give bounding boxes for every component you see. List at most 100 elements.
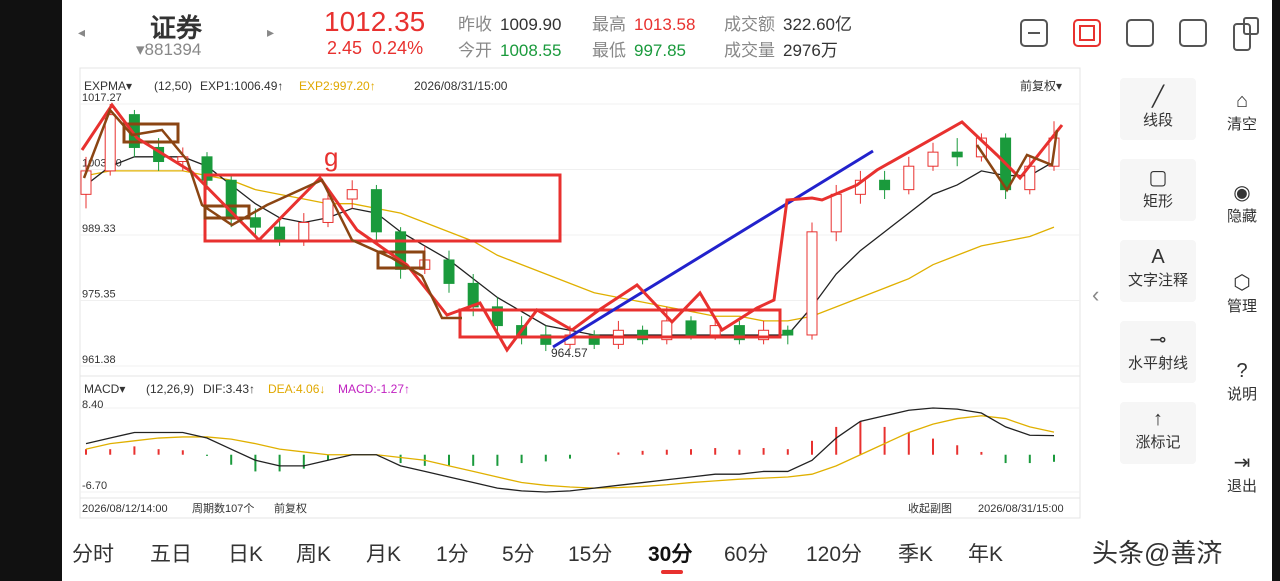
stat-value: 1008.55 xyxy=(500,41,562,60)
tab[interactable]: 120分 xyxy=(806,543,863,566)
annotation: g xyxy=(324,142,338,172)
stat-label: 昨收 xyxy=(458,15,492,34)
legend-exp1: EXP1:1006.49↑ xyxy=(200,79,283,93)
drawn-zigzag xyxy=(975,129,1059,193)
dea-line xyxy=(85,415,1055,489)
code: 881394 xyxy=(144,40,202,59)
prev-arrow[interactable]: ◂ xyxy=(78,24,86,40)
candle-body xyxy=(104,114,116,172)
tab[interactable]: 60分 xyxy=(724,543,769,566)
tab[interactable]: 五日 xyxy=(150,543,192,566)
candle-body xyxy=(830,193,842,233)
footer-count: 周期数107个 xyxy=(192,502,254,515)
macd-title: MACD xyxy=(84,382,120,396)
legend-dif: DIF:3.43↑ xyxy=(203,382,255,396)
plot: 1017.271003.30989.33975.35961.388.40-6.7… xyxy=(80,92,1080,493)
candle-body xyxy=(903,165,915,191)
candle-body xyxy=(661,320,673,341)
y-tick-label: 961.38 xyxy=(82,354,116,366)
side-button[interactable]: ? 说明 xyxy=(1220,360,1264,404)
tab[interactable]: 5分 xyxy=(502,543,535,566)
legend-macd: MACD:-1.27↑ xyxy=(338,382,410,396)
candle-body xyxy=(782,329,794,336)
side-icon: ? xyxy=(1236,360,1248,382)
tool-icon: ↑ xyxy=(1153,408,1163,430)
params: (12,50) xyxy=(154,79,192,93)
side-button[interactable]: ◉ 隐藏 xyxy=(1220,180,1264,226)
tab[interactable]: 分时 xyxy=(72,543,114,566)
tab[interactable]: 季K xyxy=(898,543,934,566)
tool-label: 矩形 xyxy=(1142,193,1173,210)
stat-value: 322.60亿 xyxy=(783,15,852,34)
adjust-text: 前复权 xyxy=(1020,78,1056,93)
tab[interactable]: 1分 xyxy=(436,543,469,566)
tool-button[interactable]: A 文字注释 xyxy=(1120,240,1196,302)
y-tick-label: 1017.27 xyxy=(82,92,122,104)
candle-body xyxy=(879,179,891,191)
macd-name[interactable]: MACD▾ xyxy=(84,382,125,396)
candle-body xyxy=(588,334,600,345)
tab[interactable]: 30分 xyxy=(648,543,693,566)
stat: 今开 1008.55 xyxy=(458,36,561,61)
drawn-zigzag xyxy=(80,102,1064,353)
side-label: 说明 xyxy=(1226,386,1257,403)
footer-start: 2026/08/12/14:00 xyxy=(82,503,168,515)
side-icon: ⬡ xyxy=(1233,272,1251,294)
side-button[interactable]: ⌂ 清空 xyxy=(1220,90,1264,134)
candle-body xyxy=(709,325,721,336)
stat-label: 最高 xyxy=(592,15,626,34)
icon-draw[interactable] xyxy=(1073,19,1101,47)
icon-area[interactable] xyxy=(1126,19,1154,47)
tool-button[interactable]: ⊸ 水平射线 xyxy=(1120,321,1196,383)
drawn-rect xyxy=(203,173,562,243)
footer-collapse[interactable]: 收起副图 xyxy=(908,501,952,515)
tab[interactable]: 日K xyxy=(228,543,264,566)
side-button[interactable]: ⇥ 退出 xyxy=(1220,450,1264,496)
tool-label: 文字注释 xyxy=(1127,272,1188,289)
candle-body xyxy=(733,325,745,341)
chart: 1017.271003.30989.33975.35961.388.40-6.7… xyxy=(79,67,1081,519)
tool-icon: A xyxy=(1151,246,1165,268)
stat: 昨收 1009.90 xyxy=(458,10,561,35)
tab[interactable]: 15分 xyxy=(568,543,613,566)
tab[interactable]: 周K xyxy=(296,543,332,566)
tool-button[interactable]: ╱ 线段 xyxy=(1120,78,1196,140)
exp2-line xyxy=(85,170,1055,322)
icon-chip[interactable] xyxy=(1179,19,1207,47)
candle-body xyxy=(685,320,697,336)
side-button[interactable]: ⬡ 管理 xyxy=(1220,270,1264,316)
tab[interactable]: 月K xyxy=(366,543,402,566)
candle-body xyxy=(322,198,334,223)
indicator-name: EXPMA xyxy=(84,79,126,93)
time: 2026/08/31/15:00 xyxy=(414,79,508,93)
collapse-arrow[interactable]: ‹ xyxy=(1092,282,1100,307)
candle-body xyxy=(951,151,963,158)
candle-body xyxy=(927,151,939,167)
tool-button[interactable]: ↑ 涨标记 xyxy=(1120,402,1196,464)
icon-rotate[interactable] xyxy=(1230,16,1264,52)
change: 2.45 0.24% xyxy=(327,38,424,58)
macd-params: (12,26,9) xyxy=(146,382,194,396)
chart-frame xyxy=(79,67,1081,519)
stat-value: 997.85 xyxy=(634,41,686,60)
tool-label: 线段 xyxy=(1142,112,1173,129)
y-tick-label: -6.70 xyxy=(82,480,107,492)
tab[interactable]: 年K xyxy=(968,543,1004,566)
stock-code: ▾881394 xyxy=(136,40,202,59)
drawn-rect xyxy=(458,308,782,339)
legend-dea: DEA:4.06↓ xyxy=(268,382,325,396)
adjust[interactable]: 前复权▾ xyxy=(1020,78,1062,93)
side-label: 管理 xyxy=(1226,298,1257,315)
stat-label: 最低 xyxy=(592,41,626,60)
stat-value: 1009.90 xyxy=(500,15,562,34)
next-arrow[interactable]: ▸ xyxy=(267,24,275,40)
indicator[interactable]: EXPMA▾ xyxy=(84,79,132,93)
candle-body xyxy=(443,259,455,284)
icon-minus[interactable] xyxy=(1020,19,1048,47)
stock-name: 证券 xyxy=(150,13,203,43)
app: ◂ 证券 ▾881394 ▸ 1012.35 2.45 0.24% 昨收 1009… xyxy=(62,0,1272,581)
stat-value: 1013.58 xyxy=(634,15,696,34)
tool-button[interactable]: ▢ 矩形 xyxy=(1120,159,1196,221)
side-label: 退出 xyxy=(1226,478,1257,495)
